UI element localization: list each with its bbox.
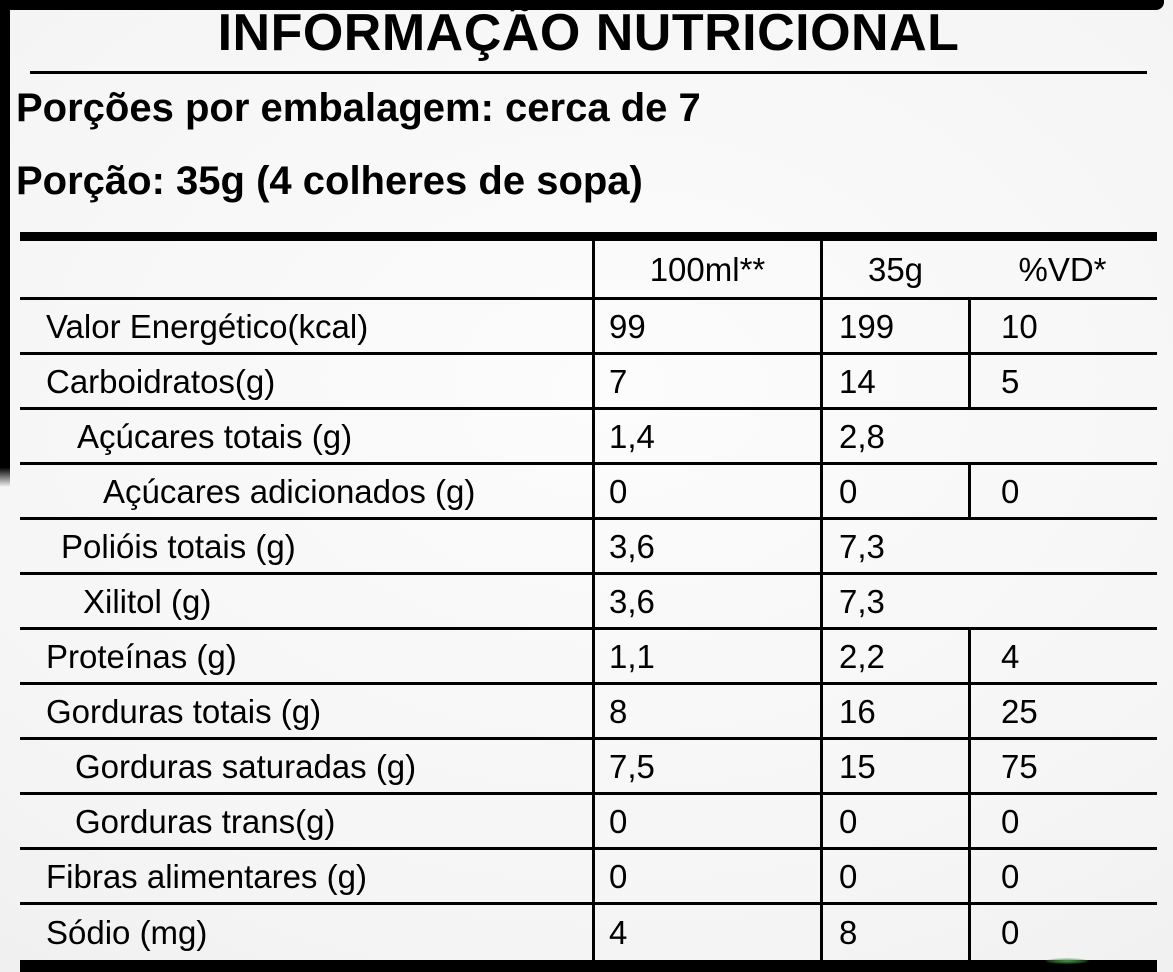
title-area: INFORMAÇÃO NUTRICIONAL	[30, 2, 1147, 64]
header-empty-cell	[20, 241, 592, 297]
value-35g: 0	[820, 465, 968, 517]
value-vd: 4	[968, 630, 1157, 682]
table-header-row: 100ml** 35g %VD*	[20, 241, 1157, 300]
row-label: Fibras alimentares (g)	[46, 857, 367, 895]
value-35g: 0	[820, 850, 968, 902]
value-100ml: 0	[592, 850, 820, 902]
value-vd: 75	[968, 740, 1157, 792]
table-bottom-bar	[20, 958, 1157, 972]
top-border-bar	[0, 0, 1164, 10]
value-35g: 15	[820, 740, 968, 792]
value-vd	[968, 520, 1157, 572]
value-vd: 0	[968, 795, 1157, 847]
value-35g: 199	[820, 300, 968, 352]
row-label: Gorduras saturadas (g)	[75, 747, 417, 785]
table-row: Valor Energético(kcal) 99 199 10	[20, 300, 1157, 355]
value-100ml: 8	[592, 685, 820, 737]
value-vd: 25	[968, 685, 1157, 737]
row-label: Xilitol (g)	[83, 582, 212, 620]
row-label: Valor Energético(kcal)	[46, 307, 369, 345]
table-row: Açúcares totais (g) 1,4 2,8	[20, 410, 1157, 465]
value-100ml: 0	[592, 795, 820, 847]
value-vd	[968, 575, 1157, 627]
page-title: INFORMAÇÃO NUTRICIONAL	[217, 4, 960, 62]
value-vd: 10	[968, 300, 1157, 352]
table-row: Xilitol (g) 3,6 7,3	[20, 575, 1157, 630]
value-100ml: 1,4	[592, 410, 820, 462]
value-100ml: 7,5	[592, 740, 820, 792]
row-label: Sódio (mg)	[46, 914, 208, 951]
value-vd: 0	[968, 850, 1157, 902]
value-100ml: 3,6	[592, 575, 820, 627]
table-row: Gorduras saturadas (g) 7,5 15 75	[20, 740, 1157, 795]
table-row: Polióis totais (g) 3,6 7,3	[20, 520, 1157, 575]
value-100ml: 4	[592, 905, 820, 960]
value-35g: 7,3	[820, 575, 968, 627]
green-smudge-artifact	[1045, 958, 1089, 964]
value-100ml: 1,1	[592, 630, 820, 682]
table-top-bar	[20, 232, 1157, 241]
value-vd: 5	[968, 355, 1157, 407]
value-35g: 2,8	[820, 410, 968, 462]
header-col-vd: %VD*	[1018, 250, 1107, 288]
table-row: Fibras alimentares (g) 0 0 0	[20, 850, 1157, 905]
portion-line: Porção: 35g (4 colheres de sopa)	[16, 159, 643, 203]
table-row: Gorduras totais (g) 8 16 25	[20, 685, 1157, 740]
value-35g: 2,2	[820, 630, 968, 682]
value-100ml: 0	[592, 465, 820, 517]
value-35g: 7,3	[820, 520, 968, 572]
row-label: Açúcares adicionados (g)	[103, 472, 476, 510]
table-row: Sódio (mg) 4 8 0	[20, 905, 1157, 960]
row-label: Proteínas (g)	[46, 637, 237, 675]
table-row: Açúcares adicionados (g) 0 0 0	[20, 465, 1157, 520]
value-35g: 16	[820, 685, 968, 737]
row-label: Gorduras totais (g)	[46, 692, 322, 730]
value-vd	[968, 410, 1157, 462]
title-underline	[30, 71, 1147, 74]
value-vd: 0	[968, 465, 1157, 517]
table-body: Valor Energético(kcal) 99 199 10 Carboid…	[20, 300, 1157, 960]
value-35g: 8	[820, 905, 968, 960]
table-row: Proteínas (g) 1,1 2,2 4	[20, 630, 1157, 685]
row-label: Açúcares totais (g)	[77, 417, 353, 455]
left-border-bar	[0, 0, 10, 487]
row-label: Carboidratos(g)	[46, 362, 276, 400]
servings-line: Porções por embalagem: cerca de 7	[16, 86, 701, 130]
header-col-100ml: 100ml**	[592, 241, 820, 297]
value-100ml: 3,6	[592, 520, 820, 572]
table-row: Carboidratos(g) 7 14 5	[20, 355, 1157, 410]
row-label: Polióis totais (g)	[61, 527, 296, 565]
value-100ml: 99	[592, 300, 820, 352]
nutrition-table: 100ml** 35g %VD* Valor Energético(kcal) …	[20, 232, 1157, 972]
value-100ml: 7	[592, 355, 820, 407]
value-35g: 14	[820, 355, 968, 407]
value-35g: 0	[820, 795, 968, 847]
table-row: Gorduras trans(g) 0 0 0	[20, 795, 1157, 850]
value-vd: 0	[968, 905, 1157, 960]
row-label: Gorduras trans(g)	[75, 802, 336, 840]
header-col-35g: 35g	[820, 241, 968, 297]
